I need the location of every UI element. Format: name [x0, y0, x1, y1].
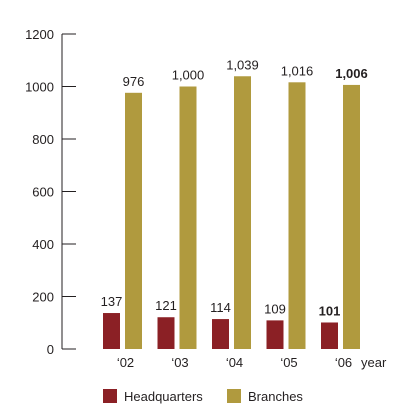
x-axis: year ‘02 ‘03 ‘04 ‘05 ‘06	[117, 355, 387, 370]
y-tick-label: 1200	[25, 27, 54, 42]
bar-branches	[234, 76, 251, 349]
x-tick-label: ‘06	[335, 355, 352, 370]
data-label-headquarters: 137	[101, 294, 123, 309]
data-label-headquarters: 114	[210, 300, 231, 315]
x-tick-label: ‘04	[226, 355, 243, 370]
data-label-branches: 1,016	[281, 63, 314, 78]
data-label-headquarters: 109	[264, 301, 286, 316]
legend: Headquarters Branches	[103, 389, 303, 404]
bar-branches	[125, 92, 142, 350]
y-tick-label: 1000	[25, 80, 54, 95]
x-tick-label: ‘02	[117, 355, 134, 370]
legend-swatch-headquarters	[103, 389, 117, 403]
legend-swatch-branches	[227, 389, 241, 403]
bar-branches	[288, 82, 306, 350]
legend-label-headquarters: Headquarters	[124, 389, 203, 404]
y-tick-label: 0	[47, 342, 54, 357]
bars	[103, 76, 360, 350]
bar-branches	[179, 86, 197, 349]
y-tick-label: 600	[32, 185, 54, 200]
bar-headquarters	[212, 319, 229, 349]
bar-headquarters	[103, 313, 120, 349]
data-label-branches: 1,006	[335, 66, 368, 81]
x-tick-label: ‘05	[280, 355, 297, 370]
bar-headquarters	[321, 322, 338, 349]
y-tick-label: 200	[32, 290, 54, 305]
data-labels: 137 976 121 1,000 114 1,039 109 1,016 101 1,006	[101, 57, 368, 318]
y-tick-label: 800	[32, 132, 54, 147]
data-label-branches: 1,000	[172, 68, 205, 83]
bar-headquarters	[266, 320, 284, 349]
x-axis-unit-label: year	[361, 355, 387, 370]
data-label-headquarters: 121	[155, 298, 177, 313]
data-label-branches: 1,039	[226, 57, 259, 72]
y-axis: 0 200 400 600 800 1000 1200	[25, 27, 76, 357]
y-tick-label: 400	[32, 237, 54, 252]
data-label-headquarters: 101	[319, 303, 341, 318]
bar-branches	[343, 84, 360, 350]
data-label-branches: 976	[123, 74, 145, 89]
legend-label-branches: Branches	[248, 389, 303, 404]
bar-headquarters	[157, 317, 175, 349]
x-tick-label: ‘03	[171, 355, 188, 370]
